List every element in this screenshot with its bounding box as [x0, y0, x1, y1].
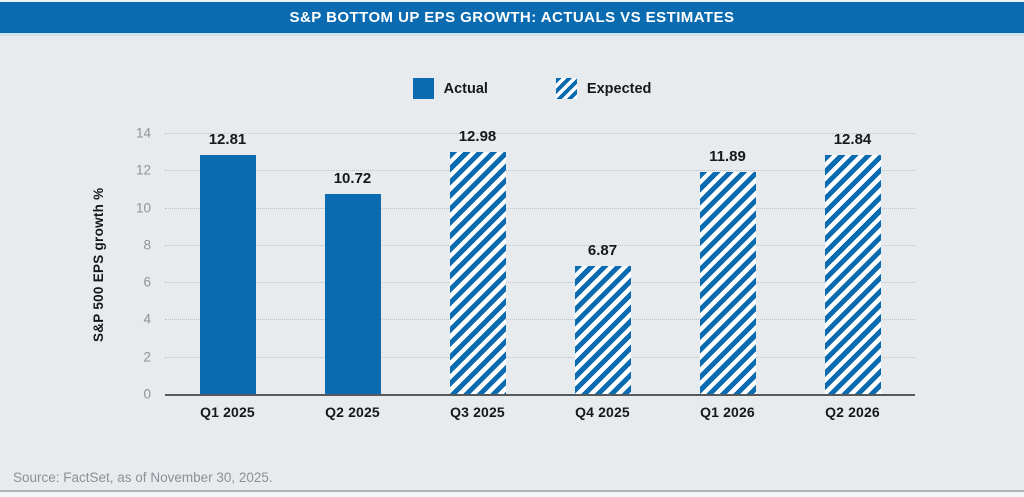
bar-value-label: 10.72 — [333, 170, 372, 188]
bar-q2-2025 — [324, 194, 381, 394]
gridline — [165, 356, 915, 358]
legend: Actual Expected — [20, 78, 1024, 99]
chart-title: S&P BOTTOM UP EPS GROWTH: ACTUALS VS EST… — [289, 9, 735, 26]
x-axis-label: Q3 2025 — [450, 404, 505, 420]
y-tick-label: 4 — [143, 311, 151, 327]
x-axis-label: Q2 2025 — [325, 404, 380, 420]
bar-slot-q1-2025: 12.81 — [165, 131, 290, 394]
x-axis-labels: Q1 2025 Q2 2025 Q3 2025 Q4 2025 Q1 2026 Q2 20… — [165, 404, 915, 420]
legend-item-expected: Expected — [555, 78, 652, 99]
bottom-strip — [0, 492, 1024, 497]
legend-label-expected: Expected — [586, 80, 652, 97]
bar-slot-q4-2025: 6.87 — [540, 133, 665, 394]
y-tick-label: 2 — [143, 349, 151, 365]
legend-swatch-actual — [412, 78, 434, 99]
bar-q1-2026 — [699, 172, 756, 394]
y-axis-title: S&P 500 EPS growth % — [91, 187, 106, 342]
bar-slot-q3-2025: 12.98 — [415, 128, 540, 394]
bar-q4-2025 — [574, 265, 631, 394]
y-tick-label: 14 — [135, 125, 151, 141]
source-note: Source: FactSet, as of November 30, 2025… — [13, 470, 273, 485]
bar-slot-q2-2026: 12.84 — [790, 130, 915, 394]
x-axis-label: Q1 2026 — [700, 404, 755, 420]
gridline — [165, 319, 915, 321]
legend-swatch-expected — [555, 78, 577, 99]
plot-area: 0 2 4 6 8 10 12 14 12.81 10.72 12.98 6.87 11.89 12.84 — [136, 126, 915, 402]
y-tick-label: 6 — [143, 274, 151, 290]
x-axis-label: Q4 2025 — [575, 404, 630, 420]
gridline — [165, 244, 915, 246]
bar-value-label: 12.81 — [208, 131, 247, 149]
bar-q3-2025 — [449, 152, 506, 394]
bar-q2-2026 — [824, 154, 881, 394]
top-strip — [0, 0, 1024, 2]
bar-value-label: 12.84 — [833, 130, 872, 148]
chart-title-bar: S&P BOTTOM UP EPS GROWTH: ACTUALS VS EST… — [0, 2, 1024, 36]
bar-value-label: 12.98 — [458, 128, 497, 146]
legend-label-actual: Actual — [443, 80, 488, 97]
bar-value-label: 11.89 — [709, 148, 746, 166]
gridline — [165, 282, 915, 284]
gridline — [165, 170, 915, 172]
legend-item-actual: Actual — [412, 78, 488, 99]
x-axis-label: Q2 2026 — [825, 404, 880, 420]
bar-slot-q1-2026: 11.89 — [665, 133, 790, 394]
gridline — [165, 133, 915, 134]
y-tick-label: 10 — [135, 200, 151, 216]
bar-q1-2025 — [199, 155, 256, 394]
y-tick-label: 8 — [143, 237, 151, 253]
bar-value-label: 6.87 — [587, 241, 618, 259]
x-axis-label: Q1 2025 — [200, 404, 255, 420]
y-tick-label: 12 — [135, 162, 151, 178]
bottom-divider — [0, 490, 1024, 492]
bar-slot-q2-2025: 10.72 — [290, 133, 415, 394]
gridline — [165, 207, 915, 209]
y-tick-label: 0 — [143, 386, 151, 402]
